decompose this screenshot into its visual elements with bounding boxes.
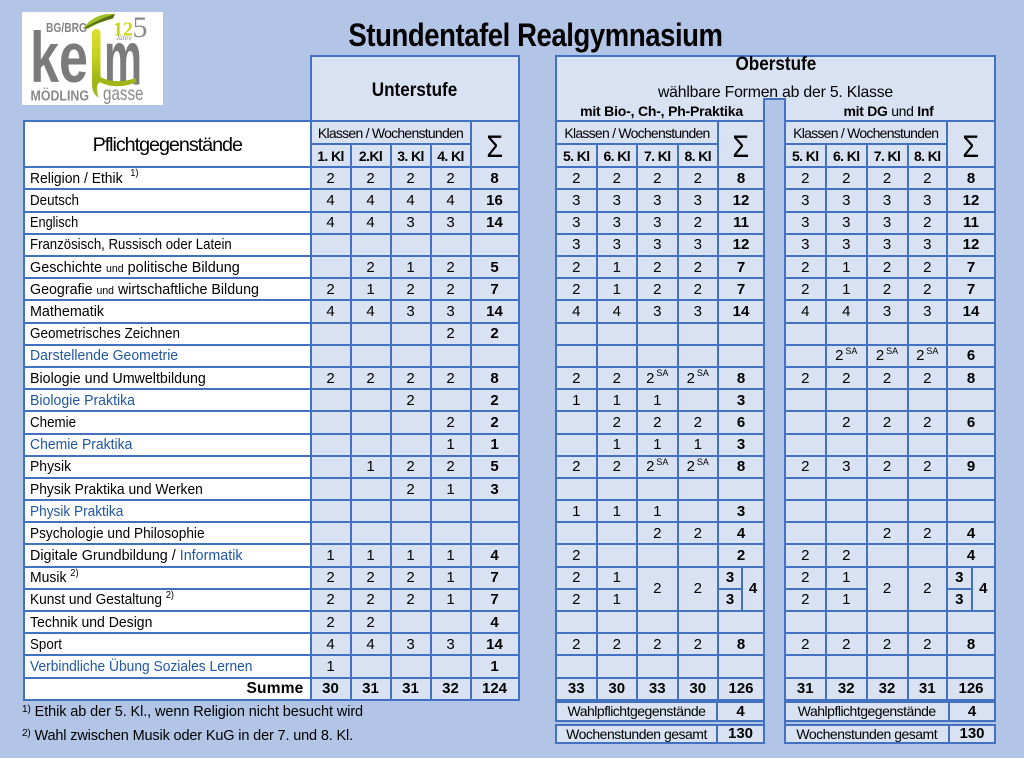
svg-text:gasse: gasse <box>103 83 144 105</box>
svg-text:Jahre: Jahre <box>116 33 133 42</box>
svg-text:BG/BRG: BG/BRG <box>46 20 87 35</box>
svg-text:12: 12 <box>113 19 133 41</box>
svg-text:5: 5 <box>133 12 148 44</box>
svg-text:ke: ke <box>30 19 88 98</box>
svg-text:MÖDLING: MÖDLING <box>31 88 90 105</box>
svg-text:m: m <box>104 16 142 102</box>
